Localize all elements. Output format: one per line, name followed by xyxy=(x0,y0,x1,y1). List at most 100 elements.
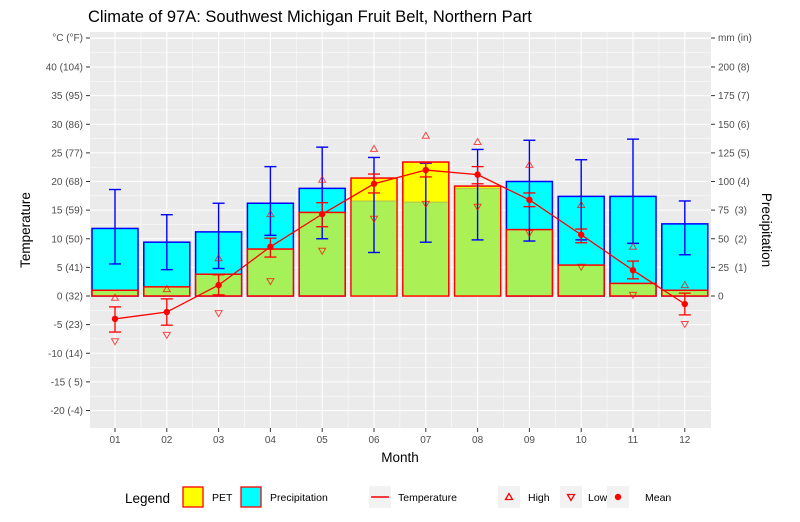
left-axis-tick-label: 40 (104) xyxy=(46,63,83,74)
mean-point xyxy=(370,180,378,187)
low-marker xyxy=(110,338,120,346)
left-axis-tick-label: 15 (59) xyxy=(51,206,83,217)
left-axis-tick-label: 30 (86) xyxy=(51,120,83,131)
x-axis-tick-label: 05 xyxy=(317,435,329,446)
left-axis-tick-label: 5 (41) xyxy=(57,263,83,274)
left-axis-tick-label: 25 (77) xyxy=(51,148,83,159)
legend-key-pet xyxy=(182,486,204,508)
plot-panel xyxy=(90,32,711,428)
mean-point xyxy=(267,243,274,250)
legend-key-mean xyxy=(607,486,629,508)
low-marker xyxy=(369,215,379,224)
legend-label: High xyxy=(528,492,550,504)
x-axis-tick-label: 06 xyxy=(368,435,380,446)
right-axis-tick-label: 125 (5) xyxy=(718,148,750,159)
mean-point xyxy=(319,210,326,218)
legend-key-low xyxy=(560,486,582,508)
left-axis-tick-label: 10 (50) xyxy=(51,234,83,245)
left-axis-tick-label: 0 (32) xyxy=(57,292,83,303)
legend-key-background xyxy=(498,486,520,508)
left-axis: °C (°F) 40 (104) 35 (95) 30 (86) 25 (77) 20 (… xyxy=(46,33,90,417)
x-axis-tick-label: 01 xyxy=(109,435,121,446)
high-marker xyxy=(317,175,327,183)
pet-bar xyxy=(609,282,657,297)
chart-title: Climate of 97A: Southwest Michigan Fruit… xyxy=(88,8,532,26)
high-marker xyxy=(266,209,275,218)
left-axis-tick-label: -10 (14) xyxy=(48,349,83,360)
legend-label: Precipitation xyxy=(270,492,328,504)
temperature-line xyxy=(114,169,686,320)
mean-point xyxy=(163,308,170,316)
low-marker xyxy=(525,230,534,238)
mean-point xyxy=(111,315,119,323)
high-marker xyxy=(369,144,379,152)
high-marker xyxy=(576,200,586,208)
y-axis-title-left: Temperature xyxy=(18,192,33,268)
pet-swatch-icon xyxy=(182,486,204,508)
left-axis-tick-label: 20 (68) xyxy=(51,177,83,188)
x-axis-tick-label: 07 xyxy=(420,435,432,446)
legend-key-high xyxy=(498,486,520,508)
low-marker xyxy=(576,263,586,272)
high-marker xyxy=(214,253,223,262)
legend-label: PET xyxy=(212,492,233,504)
triangle-down-icon xyxy=(566,493,576,502)
low-marker xyxy=(628,291,638,300)
right-axis-unit-label: mm (in) xyxy=(718,33,752,44)
right-axis-tick-label: 0 xyxy=(718,292,724,303)
mean-point xyxy=(474,171,481,178)
low-marker xyxy=(421,200,431,209)
low-marker xyxy=(317,247,327,256)
high-marker xyxy=(162,284,172,293)
legend-key-precipitation xyxy=(240,486,262,508)
x-axis-tick-label: 09 xyxy=(524,435,536,446)
right-axis-tick-label: 175 (7) xyxy=(718,91,750,102)
low-marker xyxy=(162,331,172,340)
grid-lines xyxy=(90,32,711,428)
right-axis-tick-label: 200 (8) xyxy=(718,63,750,74)
high-marker xyxy=(628,242,638,250)
low-marker xyxy=(680,321,690,329)
mean-point xyxy=(526,196,533,204)
mean-point xyxy=(422,166,429,174)
precipitation-swatch-icon xyxy=(240,486,262,508)
x-axis-tick-label: 04 xyxy=(265,435,277,446)
x-axis: 01 02 03 04 05 06 07 08 09 10 11 12 xyxy=(109,428,691,446)
left-axis-unit-label: °C (°F) xyxy=(52,33,83,44)
high-marker xyxy=(473,137,482,145)
legend-key-temperature xyxy=(369,486,391,508)
right-axis-tick-label: 150 (6) xyxy=(718,120,750,131)
point-icon xyxy=(614,493,622,501)
mean-point xyxy=(629,267,637,274)
right-axis-tick-label: 50 (2) xyxy=(718,234,747,245)
low-marker xyxy=(266,278,275,286)
right-axis-tick-label: 100 (4) xyxy=(718,177,750,188)
mean-point xyxy=(578,231,585,238)
right-axis-tick-label: 25 (1) xyxy=(718,263,747,274)
right-axis: mm (in) 200 (8) 175 (7) 150 (6) 125 (5) 100 (… xyxy=(711,33,752,303)
x-axis-tick-label: 08 xyxy=(472,435,484,446)
left-axis-tick-label: -5 (23) xyxy=(54,320,83,331)
low-marker xyxy=(473,203,482,212)
high-marker xyxy=(525,160,534,168)
pet-bar xyxy=(91,289,139,297)
legend-key-background xyxy=(560,486,582,508)
x-axis-tick-label: 11 xyxy=(628,435,639,446)
x-axis-tick-label: 12 xyxy=(679,435,691,446)
high-marker xyxy=(680,280,690,289)
legend-label: Temperature xyxy=(398,492,457,504)
legend-title: Legend xyxy=(125,491,170,506)
x-axis-tick-label: 10 xyxy=(576,435,588,446)
legend-label: Mean xyxy=(645,492,671,504)
high-marker xyxy=(110,293,120,301)
left-axis-tick-label: -15 ( 5) xyxy=(51,377,83,388)
high-marker xyxy=(421,131,431,139)
legend: Legend PET Precipitation Temperature High Low… xyxy=(125,486,671,508)
x-axis-tick-label: 03 xyxy=(213,435,225,446)
triangle-up-icon xyxy=(504,492,514,501)
x-axis-title: Month xyxy=(381,450,419,465)
mean-point xyxy=(681,300,688,308)
x-axis-tick-label: 02 xyxy=(161,435,173,446)
marks-layer xyxy=(109,131,691,346)
